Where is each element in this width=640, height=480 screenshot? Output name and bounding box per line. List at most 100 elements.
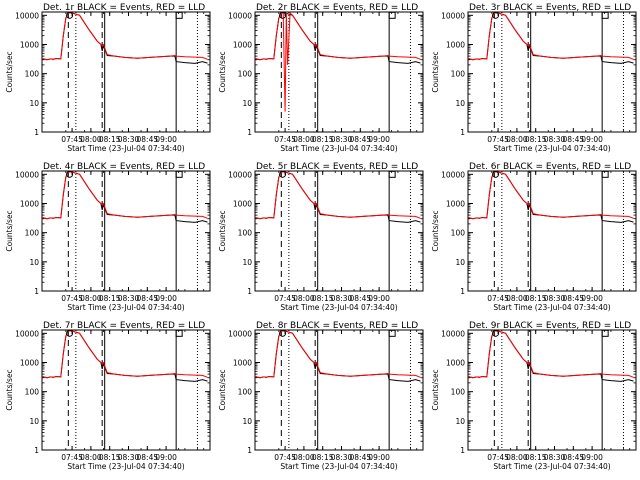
y-tick-label: 1	[247, 128, 252, 137]
x-tick-label: 08:00	[80, 453, 102, 462]
y-axis-label: Counts/sec	[5, 369, 14, 410]
y-tick-label: 10	[29, 258, 39, 267]
x-axis-label: Start Time (23-Jul-04 07:34:40)	[280, 144, 397, 153]
square-marker	[175, 170, 183, 178]
y-axis-label: Counts/sec	[5, 210, 14, 251]
square-marker	[175, 11, 183, 19]
detector-panel: Det. 7r BLACK = Events, RED = LLD 1 10 100 1…	[5, 321, 211, 471]
x-tick-label: 07:45	[487, 135, 509, 144]
x-tick-label: 08:00	[293, 135, 315, 144]
panel-title: Det. 2r BLACK = Events, RED = LLD	[256, 3, 418, 13]
x-tick-label: 08:45	[137, 135, 159, 144]
x-tick-label: 08:30	[118, 135, 140, 144]
x-tick-label: 07:45	[487, 294, 509, 303]
panel-title: Det. 5r BLACK = Events, RED = LLD	[256, 162, 418, 172]
x-tick-label: 09:00	[155, 294, 177, 303]
events-rate-line	[255, 171, 421, 223]
panel-title: Det. 4r BLACK = Events, RED = LLD	[43, 162, 205, 172]
x-tick-label: 08:45	[350, 135, 372, 144]
x-tick-label: 08:45	[563, 453, 585, 462]
y-axis-label: Counts/sec	[218, 369, 227, 410]
panel-title: Det. 6r BLACK = Events, RED = LLD	[469, 162, 631, 172]
circle-marker	[279, 329, 287, 337]
x-tick-label: 08:00	[293, 294, 315, 303]
panel-title: Det. 1r BLACK = Events, RED = LLD	[43, 3, 205, 13]
x-tick-label: 09:00	[155, 453, 177, 462]
y-tick-label: 10	[242, 417, 252, 426]
x-tick-label: 08:15	[99, 294, 121, 303]
y-tick-label: 10000	[15, 329, 39, 338]
y-tick-label: 10000	[228, 170, 252, 179]
y-tick-label: 100	[451, 229, 466, 238]
lld-rate-line	[42, 330, 208, 379]
y-tick-label: 100	[25, 388, 40, 397]
plot-frame	[254, 11, 424, 133]
plot-frame	[467, 329, 637, 451]
circle-marker	[492, 329, 500, 337]
x-tick-label: 07:45	[61, 135, 83, 144]
y-tick-label: 10	[29, 99, 39, 108]
y-tick-label: 10000	[15, 11, 39, 20]
x-axis-label: Start Time (23-Jul-04 07:34:40)	[493, 462, 610, 471]
series-group	[42, 330, 208, 382]
square-marker	[175, 329, 183, 337]
y-tick-label: 1000	[20, 199, 39, 208]
square-marker	[388, 170, 396, 178]
y-axis-label: Counts/sec	[5, 51, 14, 92]
y-tick-label: 1	[247, 287, 252, 296]
lld-rate-line	[468, 12, 634, 61]
circle-marker	[279, 11, 287, 19]
x-axis-label: Start Time (23-Jul-04 07:34:40)	[67, 462, 184, 471]
detector-panel: Det. 6r BLACK = Events, RED = LLD 1 10 100 1…	[431, 162, 637, 312]
y-tick-label: 100	[238, 388, 253, 397]
x-tick-label: 08:30	[331, 453, 353, 462]
x-tick-label: 09:00	[155, 135, 177, 144]
x-tick-label: 08:15	[99, 453, 121, 462]
events-rate-line	[42, 12, 208, 64]
x-tick-label: 08:15	[312, 453, 334, 462]
x-axis-label: Start Time (23-Jul-04 07:34:40)	[493, 144, 610, 153]
y-axis-label: Counts/sec	[218, 51, 227, 92]
y-tick-label: 1	[460, 128, 465, 137]
y-tick-label: 1	[34, 446, 39, 455]
x-axis-label: Start Time (23-Jul-04 07:34:40)	[280, 303, 397, 312]
x-tick-label: 07:45	[487, 453, 509, 462]
detector-panel: Det. 3r BLACK = Events, RED = LLD 1 10 100 1…	[431, 3, 637, 153]
y-tick-label: 1	[460, 446, 465, 455]
y-tick-label: 10000	[228, 11, 252, 20]
x-tick-label: 09:00	[368, 294, 390, 303]
x-axis-label: Start Time (23-Jul-04 07:34:40)	[67, 144, 184, 153]
x-tick-label: 08:45	[563, 294, 585, 303]
lld-rate-line	[468, 330, 634, 379]
x-tick-label: 08:45	[350, 294, 372, 303]
y-tick-label: 1000	[233, 199, 252, 208]
x-tick-label: 09:00	[581, 294, 603, 303]
detector-panel: Det. 1r BLACK = Events, RED = LLD 1 10 100 1…	[5, 3, 211, 153]
detector-panel: Det. 5r BLACK = Events, RED = LLD 1 10 100 1…	[218, 162, 424, 312]
plot-frame	[41, 170, 211, 292]
x-tick-label: 08:30	[544, 135, 566, 144]
plot-frame	[41, 329, 211, 451]
x-tick-label: 08:30	[544, 294, 566, 303]
x-tick-label: 09:00	[368, 453, 390, 462]
y-tick-label: 1000	[446, 40, 465, 49]
series-group	[255, 171, 421, 223]
events-rate-line	[468, 12, 634, 64]
x-tick-label: 08:45	[137, 294, 159, 303]
x-tick-label: 08:00	[506, 453, 528, 462]
panel-title: Det. 7r BLACK = Events, RED = LLD	[43, 321, 205, 331]
y-tick-label: 1000	[446, 199, 465, 208]
series-group	[255, 12, 421, 112]
y-tick-label: 1	[34, 128, 39, 137]
plot-frame	[254, 329, 424, 451]
x-tick-label: 08:30	[118, 453, 140, 462]
y-axis-label: Counts/sec	[431, 369, 440, 410]
y-tick-label: 100	[238, 70, 253, 79]
y-tick-label: 100	[238, 229, 253, 238]
square-marker	[388, 329, 396, 337]
y-tick-label: 100	[25, 229, 40, 238]
x-axis-label: Start Time (23-Jul-04 07:34:40)	[280, 462, 397, 471]
circle-marker	[492, 170, 500, 178]
x-tick-label: 09:00	[581, 135, 603, 144]
